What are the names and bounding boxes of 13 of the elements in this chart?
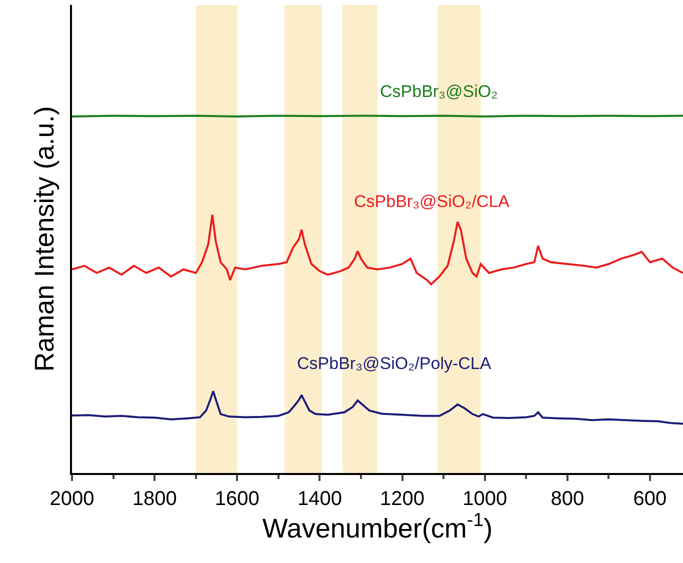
series-label: CsPbBr₃@SiO₂/CLA xyxy=(354,192,510,211)
x-axis-title: Wavenumber(cm$^{-1}$) xyxy=(262,510,493,544)
x-tick-label: 1200 xyxy=(380,488,425,510)
x-tick-label: 1600 xyxy=(214,488,260,510)
x-tick-label: 2000 xyxy=(50,488,94,510)
x-tick-label: 1400 xyxy=(297,488,342,510)
series-label: CsPbBr₃@SiO₂/Poly-CLA xyxy=(297,354,492,373)
x-tick-label: 800 xyxy=(550,488,584,510)
x-tick-label: 600 xyxy=(633,488,667,510)
y-axis-title: Raman Intensity (a.u.) xyxy=(30,106,60,372)
series-label: CsPbBr₃@SiO₂ xyxy=(380,82,498,101)
x-tick-label: 1000 xyxy=(462,488,508,510)
x-tick-label: 1800 xyxy=(132,488,177,510)
